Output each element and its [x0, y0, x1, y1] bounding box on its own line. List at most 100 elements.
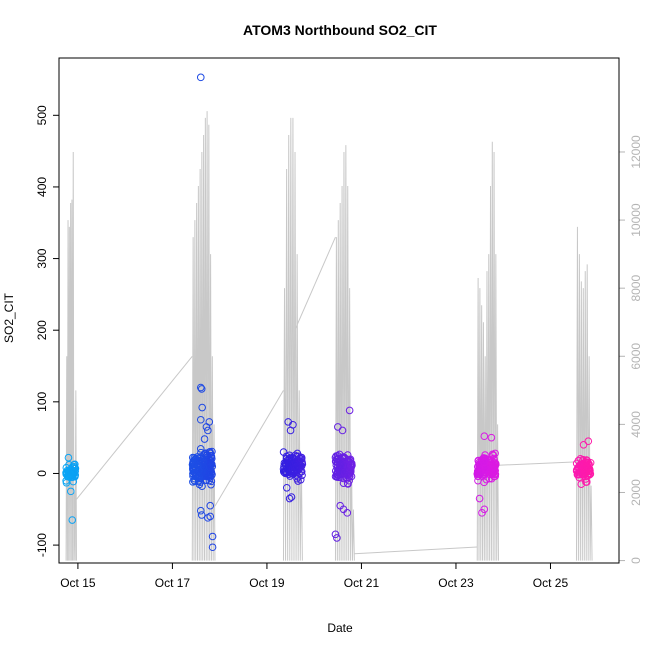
data-point	[491, 449, 499, 458]
data-point	[338, 426, 347, 435]
altitude-flight-line	[65, 151, 77, 561]
data-point	[581, 475, 590, 483]
data-point	[339, 462, 348, 471]
altitude-transit-line	[76, 355, 193, 500]
x-tick-label: Oct 21	[344, 576, 380, 590]
data-point	[279, 465, 288, 473]
x-tick-label: Oct 23	[438, 576, 474, 590]
data-point	[202, 423, 211, 431]
data-point	[582, 456, 591, 464]
data-point	[71, 464, 80, 473]
data-point	[480, 505, 489, 514]
data-point	[197, 385, 206, 393]
y2-tick-label: 2000	[629, 479, 643, 506]
y2-tick-label: 0	[629, 557, 643, 564]
data-point	[64, 453, 73, 462]
data-point	[474, 476, 482, 485]
altitude-transit-line	[214, 390, 284, 507]
data-point	[289, 420, 297, 429]
data-point	[477, 465, 486, 474]
data-point	[332, 457, 340, 466]
data-point	[206, 472, 215, 480]
data-point	[331, 530, 340, 539]
data-point	[69, 467, 77, 475]
altitude-line-series	[65, 111, 593, 561]
data-point	[196, 506, 205, 515]
y2-tick-label: 4000	[629, 411, 643, 438]
y-tick-label: 300	[35, 248, 49, 268]
data-point	[582, 478, 590, 486]
y2-tick-label: 6000	[629, 343, 643, 370]
data-point	[282, 483, 291, 492]
data-point	[334, 423, 342, 431]
data-point	[586, 470, 595, 478]
data-point	[282, 462, 290, 471]
data-point	[62, 476, 70, 485]
data-point	[208, 543, 217, 552]
x-tick-label: Oct 15	[60, 576, 96, 590]
data-point	[473, 472, 482, 480]
y-tick-label: 100	[35, 391, 49, 411]
data-point	[344, 480, 352, 488]
data-point	[206, 501, 215, 510]
data-point	[206, 459, 215, 468]
data-point	[194, 466, 203, 475]
data-point	[487, 433, 496, 442]
data-point	[204, 426, 212, 435]
chart-title: ATOM3 Northbound SO2_CIT	[243, 22, 437, 38]
data-point	[575, 461, 584, 470]
data-point	[480, 432, 489, 441]
altitude-flight-line	[334, 145, 355, 561]
altitude-transit-line	[294, 236, 336, 330]
x-axis-label: Date	[327, 621, 353, 635]
data-point	[489, 451, 498, 459]
x-tick-label: Oct 25	[533, 576, 569, 590]
data-point	[204, 514, 212, 522]
axes: Oct 15 Oct 17 Oct 19 Oct 21 Oct 23 Oct 25 -100…	[35, 105, 643, 590]
data-point	[339, 471, 348, 480]
data-point	[196, 73, 205, 82]
data-point	[474, 457, 483, 465]
data-point	[297, 455, 306, 463]
data-point	[285, 494, 294, 503]
data-point	[294, 477, 302, 485]
y-tick-label: 400	[35, 177, 49, 197]
data-point	[480, 458, 488, 467]
data-point	[345, 406, 354, 415]
data-point	[189, 459, 197, 468]
data-point	[581, 470, 589, 479]
data-point	[200, 435, 209, 443]
y-tick-label: 200	[35, 320, 49, 340]
data-point	[574, 456, 583, 465]
data-point	[334, 462, 342, 471]
y-tick-label: 0	[35, 470, 49, 477]
data-point	[198, 403, 206, 412]
data-point	[584, 437, 593, 446]
data-point	[196, 445, 205, 453]
data-point	[197, 511, 206, 519]
altitude-flight-line	[575, 226, 593, 561]
data-point	[196, 415, 205, 424]
data-point	[333, 468, 342, 477]
altitude-transit-line	[354, 546, 478, 555]
data-point	[196, 454, 204, 462]
data-point	[196, 383, 205, 392]
data-point	[189, 478, 197, 486]
data-point	[67, 487, 75, 496]
data-point	[332, 461, 341, 469]
data-point	[475, 494, 484, 503]
data-point	[189, 472, 197, 480]
data-point	[482, 475, 491, 484]
data-point	[346, 456, 354, 465]
data-point	[295, 469, 303, 478]
data-point	[573, 470, 582, 479]
y2-tick-label: 10000	[629, 203, 643, 237]
plot-frame	[58, 57, 620, 564]
data-point	[336, 501, 344, 510]
y2-tick-label: 12000	[629, 135, 643, 169]
data-point	[189, 463, 197, 472]
so2-point-series	[62, 73, 595, 552]
data-point	[207, 480, 215, 489]
data-point	[479, 455, 488, 463]
